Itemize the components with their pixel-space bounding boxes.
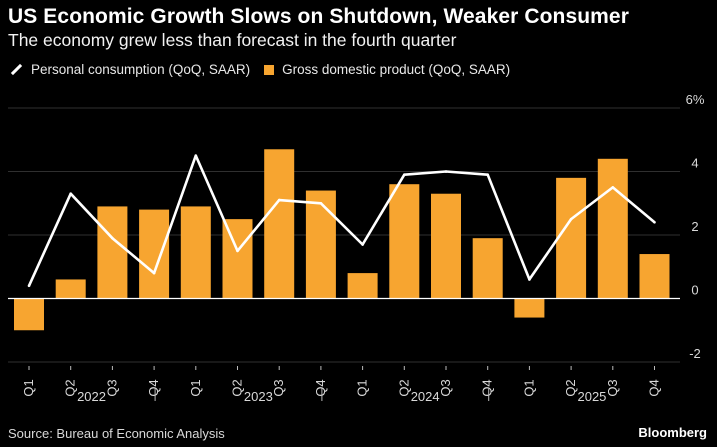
consumption-point [361,243,364,246]
bloomberg-logo: Bloomberg [638,425,707,440]
consumption-point [528,278,531,281]
year-label: 2024 [411,389,440,404]
x-tick-label: Q4 [480,379,495,396]
year-label: 2025 [577,389,606,404]
chart-legend: Personal consumption (QoQ, SAAR) Gross d… [8,62,524,77]
gdp-bar [139,209,170,299]
gdp-bar [222,219,253,299]
gdp-bar [556,177,587,299]
legend-label-consumption: Personal consumption (QoQ, SAAR) [31,62,251,77]
gdp-bar [431,193,461,299]
x-tick-label: Q3 [271,379,286,396]
year-label: 2023 [244,389,273,404]
gdp-bar [514,298,545,318]
x-tick-label: Q4 [146,379,161,396]
consumption-point [194,154,198,157]
y-tick-label: 0 [691,283,698,298]
gdp-bar [639,254,670,299]
x-tick-label: Q2 [563,379,578,396]
gdp-bar [389,184,420,299]
x-tick-label: Q1 [188,379,203,396]
consumption-point [69,192,72,196]
chart-title: US Economic Growth Slows on Shutdown, We… [8,5,629,28]
gdp-bar [14,298,44,331]
consumption-point [486,173,490,176]
consumption-point [319,201,323,205]
gdp-bar [264,149,295,299]
chart-subtitle: The economy grew less than forecast in t… [8,30,457,50]
x-tick-label: Q3 [104,379,119,396]
source-note: Source: Bureau of Economic Analysis [8,426,225,441]
gdp-bar [55,279,86,299]
consumption-point [403,173,406,176]
y-tick-label: 4 [691,156,698,171]
year-label: 2022 [77,389,106,404]
consumption-point [152,271,156,275]
gdp-bar [180,206,211,299]
gdp-bar [97,206,128,299]
x-tick-label: Q1 [355,379,370,396]
consumption-point [277,198,281,202]
consumption-point [611,186,615,189]
x-tick-label: Q3 [438,379,453,396]
y-tick-label: 2 [691,219,698,234]
gdp-bar [472,238,503,299]
consumption-point [27,284,31,288]
gdp-bar [347,273,378,299]
legend-bar-swatch [264,64,275,75]
x-tick-label: Q1 [521,379,536,396]
consumption-point [653,221,656,224]
x-tick-label: Q4 [313,379,328,396]
y-tick-label: 6% [686,92,705,107]
y-tick-label: -2 [689,346,701,361]
consumption-line [27,154,656,287]
x-tick-label: Q1 [21,379,36,396]
consumption-point [569,217,573,221]
gdp-bar [305,190,336,299]
legend-label-gdp: Gross domestic product (QoQ, SAAR) [282,62,511,77]
x-tick-label: Q2 [63,379,78,396]
x-tick-label: Q2 [230,379,245,396]
consumption-point [444,170,448,173]
x-tick-label: Q3 [605,379,620,396]
legend-item-gdp: Gross domestic product (QoQ, SAAR) [264,62,510,77]
x-tick-label: Q2 [396,379,411,396]
consumption-point [111,236,114,240]
gdp-bar [597,158,628,299]
x-tick-label: Q4 [647,379,662,396]
legend-item-consumption: Personal consumption (QoQ, SAAR) [8,62,250,77]
consumption-point [236,249,239,253]
